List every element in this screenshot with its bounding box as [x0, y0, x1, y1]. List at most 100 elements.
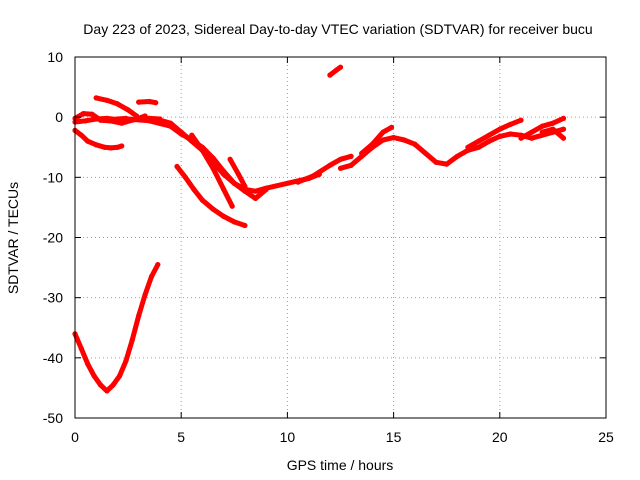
- x-tick-label: 10: [280, 429, 296, 445]
- data-point: [252, 188, 259, 194]
- y-tick-label: 10: [47, 49, 63, 65]
- y-tick-label: -30: [43, 290, 63, 306]
- data-point: [359, 150, 365, 156]
- series-arc-15: [359, 124, 394, 156]
- data-point: [125, 107, 131, 113]
- data-point: [146, 98, 152, 105]
- data-point: [433, 159, 439, 165]
- data-point: [550, 126, 556, 132]
- data-point: [560, 115, 567, 121]
- data-point: [231, 180, 237, 186]
- y-tick-label: -20: [43, 230, 63, 246]
- data-point: [199, 147, 205, 153]
- data-point: [348, 153, 354, 159]
- data-point: [227, 156, 233, 162]
- data-point: [380, 129, 386, 135]
- data-point: [114, 101, 121, 107]
- data-point: [155, 262, 161, 268]
- data-point: [518, 117, 524, 123]
- data-point: [412, 141, 418, 147]
- data-point: [221, 171, 227, 177]
- data-point: [104, 97, 110, 103]
- tick-labels: 0 5 10 15 20 25 -50 -40 -30 -20 -10 0 10: [43, 49, 614, 445]
- data-series: [72, 64, 567, 394]
- data-point: [114, 144, 121, 150]
- data-point: [125, 116, 131, 122]
- data-point: [80, 111, 87, 117]
- data-point: [102, 144, 108, 150]
- data-point: [153, 116, 159, 122]
- data-point: [231, 219, 237, 225]
- data-point: [142, 292, 148, 298]
- x-tick-label: 25: [598, 429, 614, 445]
- data-point: [119, 143, 125, 149]
- data-point: [388, 124, 395, 130]
- data-point: [444, 161, 450, 167]
- data-point: [327, 162, 333, 168]
- data-point: [108, 145, 114, 151]
- data-point: [104, 115, 110, 121]
- data-point: [507, 121, 513, 127]
- data-point: [89, 111, 95, 117]
- axes: [74, 56, 607, 419]
- data-point: [136, 313, 142, 319]
- data-point: [78, 132, 84, 138]
- data-point: [104, 388, 110, 394]
- data-point: [117, 373, 123, 379]
- data-point: [337, 156, 344, 162]
- data-point: [136, 99, 142, 105]
- data-point: [476, 138, 482, 144]
- data-point: [210, 165, 216, 171]
- data-point: [242, 183, 248, 189]
- data-point: [327, 72, 333, 78]
- y-tick-label: -40: [43, 350, 63, 366]
- data-point: [465, 144, 471, 150]
- data-point: [91, 373, 97, 379]
- data-point: [560, 126, 567, 132]
- x-tick-label: 20: [492, 429, 508, 445]
- data-point: [123, 358, 129, 364]
- data-point: [129, 337, 135, 343]
- data-point: [337, 165, 344, 171]
- data-point: [337, 64, 344, 70]
- data-point: [210, 206, 216, 212]
- data-point: [507, 131, 513, 137]
- y-tick-label: -10: [43, 169, 63, 185]
- data-point: [518, 135, 524, 141]
- data-point: [486, 132, 492, 138]
- data-point: [93, 95, 99, 101]
- data-point: [529, 129, 535, 135]
- data-point: [310, 173, 316, 179]
- data-point: [110, 382, 116, 388]
- y-tick-label: -50: [43, 410, 63, 426]
- data-point: [221, 213, 227, 219]
- data-point: [369, 141, 375, 147]
- data-point: [333, 67, 339, 73]
- data-point: [348, 162, 354, 168]
- data-point: [295, 179, 301, 185]
- data-point: [235, 171, 242, 177]
- chart-title: Day 223 of 2023, Sidereal Day-to-day VTE…: [83, 21, 592, 37]
- data-point: [401, 137, 407, 143]
- data-point: [93, 142, 99, 148]
- data-point: [114, 117, 121, 123]
- data-point: [497, 126, 503, 132]
- data-point: [97, 382, 104, 388]
- data-point: [191, 186, 197, 192]
- y-tick-label: 0: [55, 109, 63, 125]
- data-point: [391, 135, 397, 141]
- data-point: [93, 116, 99, 122]
- data-point: [178, 129, 184, 135]
- data-point: [83, 118, 89, 124]
- data-point: [550, 120, 556, 126]
- grid-lines: [75, 57, 606, 418]
- data-point: [148, 274, 155, 280]
- data-point: [539, 123, 545, 129]
- data-point: [146, 118, 152, 124]
- data-point: [78, 346, 84, 352]
- data-point: [85, 361, 91, 367]
- data-point: [284, 180, 290, 186]
- x-tick-label: 15: [386, 429, 402, 445]
